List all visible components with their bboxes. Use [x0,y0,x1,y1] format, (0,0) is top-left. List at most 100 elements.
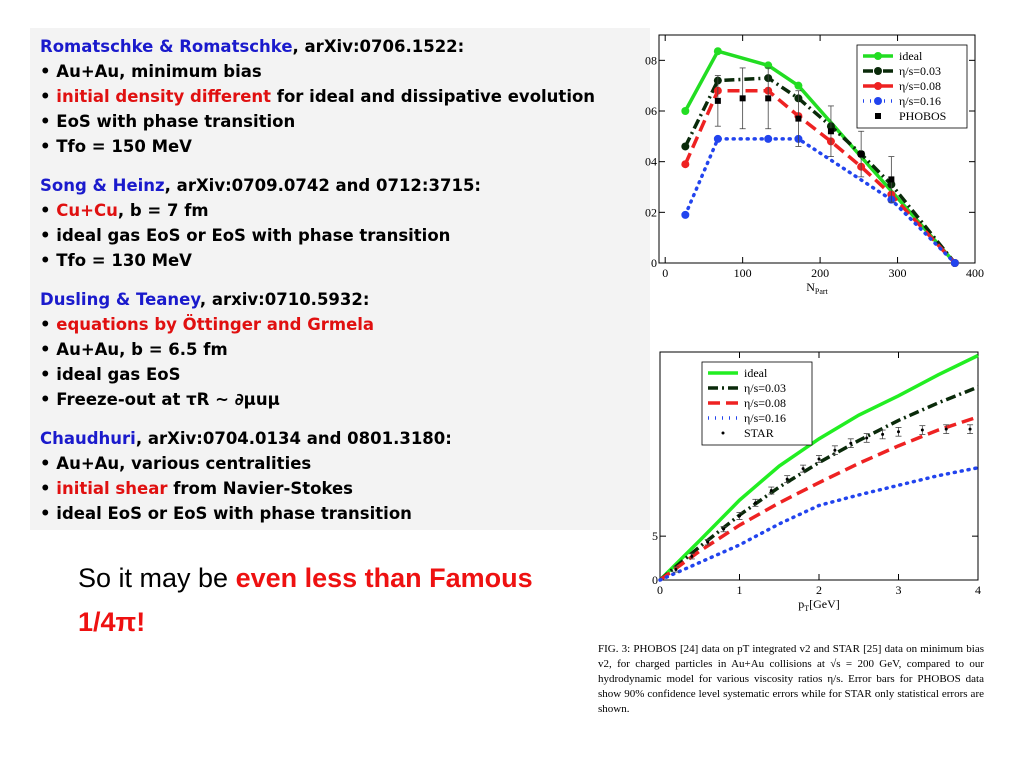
item-segment: Cu+Cu [56,201,118,220]
x-label-main: p [798,597,804,611]
point [738,514,741,518]
point [681,107,690,115]
bullet-item: equations by Öttinger and Grmela [40,312,650,337]
point [794,81,803,90]
point [764,61,773,70]
legend-box [701,361,813,446]
legend-label: PHOBOS [899,109,946,123]
point [881,432,885,436]
legend-label: ideal [899,49,923,63]
item-segment: Au+Au, various centralities [56,454,312,473]
y-tick-label: 0 [652,573,658,587]
point [769,489,773,493]
series-line [658,415,979,582]
point [722,527,726,531]
series-line [658,466,980,582]
point [897,430,900,434]
heading-segment: , arXiv:0706.1522: [292,37,465,56]
series-line [683,88,957,265]
item-segment: Tfo = 130 MeV [56,251,192,270]
point [690,554,694,558]
series-line [683,76,957,265]
point [713,47,722,56]
block-heading: Song & Heinz, arXiv:0709.0742 and 0712:3… [40,173,650,198]
item-segment: for ideal and dissipative evolution [271,87,596,106]
point [849,441,853,445]
x-tick-label: 2 [816,583,822,597]
legend-label: ideal [744,366,768,380]
block-heading: Romatschke & Romatschke, arXiv:0706.1522… [40,34,650,59]
legend-marker [874,82,882,90]
x-label-rest: [GeV] [809,597,840,611]
legend-label: η/s=0.08 [899,79,941,93]
legend-label: η/s=0.08 [744,396,786,410]
series-line [658,353,979,582]
x-label-sub: T [804,604,809,613]
x-tick-label: 0 [657,583,663,597]
item-segment: ideal gas EoS or EoS with phase transiti… [56,226,451,245]
item-segment: Au+Au, minimum bias [56,62,262,81]
item-segment: initial density different [56,87,272,106]
item-segment: ideal EoS or EoS with phase transition [56,504,412,523]
legend-label: η/s=0.03 [899,64,941,78]
item-segment: Freeze-out at τR ~ ∂μuμ [56,390,280,409]
block-heading: Chaudhuri, arXiv:0704.0134 and 0801.3180… [40,426,650,451]
point [674,567,678,571]
y-tick-label: 02 [645,205,657,219]
bullet-item: Cu+Cu, b = 7 fm [40,198,650,223]
x-tick-label: 1 [737,583,743,597]
bullet-item: Tfo = 130 MeV [40,248,650,273]
figure-caption: FIG. 3: PHOBOS [24] data on pT integrate… [598,643,984,715]
y-tick-label: 08 [645,53,657,67]
item-segment: Au+Au, b = 6.5 fm [56,340,228,359]
x-label-sub: Part [815,287,829,296]
text-panel: Romatschke & Romatschke, arXiv:0706.1522… [30,28,650,530]
message-plain: So it may be [78,563,236,593]
x-tick-label: 400 [966,266,984,280]
point [706,540,710,544]
x-axis-label: NPart [806,280,828,296]
bullet-item: initial density different for ideal and … [40,84,650,109]
x-axis-label: pT[GeV] [798,597,840,613]
bullet-item: ideal gas EoS or EoS with phase transiti… [40,223,650,248]
heading-segment: Dusling & Teaney [40,290,200,309]
x-tick-label: 0 [662,266,668,280]
point [865,436,869,440]
bullet-item: Tfo = 150 MeV [40,134,650,159]
point [681,210,690,219]
item-segment: equations by Öttinger and Grmela [56,315,375,334]
point [827,128,834,135]
point [765,95,772,102]
legend-marker [874,52,882,60]
point [950,259,959,267]
y-tick-label: 0 [651,256,657,270]
legend-marker [874,67,882,75]
y-tick-label: 5 [652,529,658,543]
y-tick-label: 06 [645,104,657,118]
heading-segment: Song & Heinz [40,176,165,195]
legend-label: η/s=0.16 [744,411,786,425]
heading-segment: , arXiv:0709.0742 and 0712:3715: [164,176,482,195]
legend-label: η/s=0.03 [744,381,786,395]
point [795,115,802,122]
bullet-item: ideal gas EoS [40,362,650,387]
point [764,134,773,143]
bullet-item: Freeze-out at τR ~ ∂μuμ [40,387,650,412]
item-segment: , b = 7 fm [117,201,209,220]
point [753,501,757,505]
x-tick-label: 3 [896,583,902,597]
bullet-item: initial shear from Navier-Stokes [40,476,650,501]
legend-marker [874,97,882,105]
item-segment: initial shear [56,479,168,498]
point [817,457,821,461]
item-segment: Tfo = 150 MeV [56,137,192,156]
message: So it may be even less than Famous 1/4π! [78,556,538,644]
plot-frame [658,34,976,264]
message-highlight: even less than Famous 1/4π! [78,563,533,637]
point [785,477,789,481]
item-segment: EoS with phase transition [56,112,296,131]
point [801,467,805,471]
legend-label: η/s=0.16 [899,94,941,108]
